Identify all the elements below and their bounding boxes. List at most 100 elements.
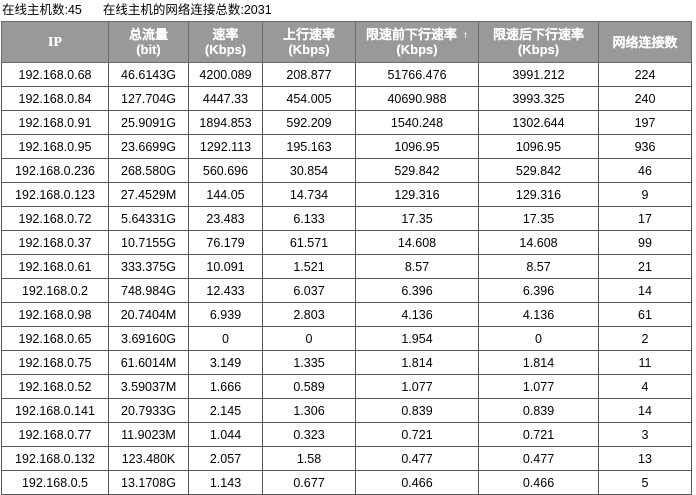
cell-conn: 11 [598,350,692,375]
cell-after: 1.077 [478,374,599,399]
host-traffic-table: IP 总流量 (bit) 速率 (Kbps) 上行速率 (Kbps) 限速前下行… [1,21,692,495]
table-header-row: IP 总流量 (bit) 速率 (Kbps) 上行速率 (Kbps) 限速前下行… [1,21,692,63]
cell-up: 6.037 [262,278,356,303]
table-row[interactable]: 192.168.0.84 127.704G 4447.33 454.005 40690.… [1,86,692,111]
cell-ip: 192.168.0.75 [1,350,109,375]
table-row[interactable]: 192.168.0.236 268.580G 560.696 30.854 529.84… [1,158,692,183]
column-header-download-rate-after-limit-line1: 限速后下行速率 [492,27,584,42]
column-header-download-rate-after-limit-unit: (Kbps) [517,42,560,57]
column-header-total-traffic[interactable]: 总流量 (bit) [108,21,189,63]
cell-rate: 2.145 [188,398,263,423]
cell-after: 17.35 [478,206,599,231]
cell-after: 0 [478,326,599,351]
cell-after: 1096.95 [478,134,599,159]
table-row[interactable]: 192.168.0.123 27.4529M 144.05 14.734 129.316… [1,182,692,207]
cell-rate: 76.179 [188,230,263,255]
cell-before: 0.466 [355,470,479,495]
column-header-ip[interactable]: IP [1,21,109,63]
table-row[interactable]: 192.168.0.61 333.375G 10.091 1.521 8.57 8.57 2… [1,254,692,279]
table-row[interactable]: 192.168.0.72 5.64331G 23.483 6.133 17.35 17.3… [1,206,692,231]
cell-before: 0.477 [355,446,479,471]
cell-rate: 3.149 [188,350,263,375]
cell-ip: 192.168.0.95 [1,134,109,159]
cell-after: 129.316 [478,182,599,207]
cell-up: 208.877 [262,62,356,87]
cell-conn: 14 [598,398,692,423]
cell-ip: 192.168.0.61 [1,254,109,279]
cell-up: 0.589 [262,374,356,399]
table-row[interactable]: 192.168.0.141 20.7933G 2.145 1.306 0.839 0.83… [1,398,692,423]
cell-up: 61.571 [262,230,356,255]
cell-total: 748.984G [108,278,189,303]
cell-rate: 1292.113 [188,134,263,159]
cell-conn: 61 [598,302,692,327]
table-row[interactable]: 192.168.0.5 13.1708G 1.143 0.677 0.466 0.466 5 [1,470,692,495]
table-row[interactable]: 192.168.0.37 10.7155G 76.179 61.571 14.608 14… [1,230,692,255]
cell-rate: 1.666 [188,374,263,399]
cell-up: 14.734 [262,182,356,207]
cell-ip: 192.168.0.2 [1,278,109,303]
cell-before: 14.608 [355,230,479,255]
cell-up: 2.803 [262,302,356,327]
cell-up: 1.306 [262,398,356,423]
cell-after: 4.136 [478,302,599,327]
status-summary-bar: 在线主机数:45 在线主机的网络连接总数:2031 [0,0,696,21]
cell-total: 20.7404M [108,302,189,327]
cell-before: 17.35 [355,206,479,231]
sort-ascending-icon: ↑ [463,29,468,41]
cell-total: 11.9023M [108,422,189,447]
cell-before: 1.814 [355,350,479,375]
cell-rate: 6.939 [188,302,263,327]
cell-ip: 192.168.0.72 [1,206,109,231]
cell-up: 1.521 [262,254,356,279]
column-header-total-traffic-line1: 总流量 [128,27,168,42]
cell-total: 3.69160G [108,326,189,351]
column-header-connection-count[interactable]: 网络连接数 [598,21,692,63]
cell-before: 129.316 [355,182,479,207]
cell-up: 6.133 [262,206,356,231]
table-row[interactable]: 192.168.0.77 11.9023M 1.044 0.323 0.721 0.721… [1,422,692,447]
cell-conn: 197 [598,110,692,135]
table-row[interactable]: 192.168.0.68 46.6143G 4200.089 208.877 51766… [1,62,692,87]
cell-ip: 192.168.0.98 [1,302,109,327]
table-row[interactable]: 192.168.0.2 748.984G 12.433 6.037 6.396 6.396… [1,278,692,303]
cell-after: 0.477 [478,446,599,471]
column-header-rate[interactable]: 速率 (Kbps) [188,21,263,63]
column-header-download-rate-before-limit[interactable]: 限速前下行速率 ↑ (Kbps) [355,21,479,63]
column-header-upload-rate-line1: 上行速率 [282,27,335,42]
cell-after: 1302.644 [478,110,599,135]
cell-conn: 21 [598,254,692,279]
cell-ip: 192.168.0.52 [1,374,109,399]
table-body: 192.168.0.68 46.6143G 4200.089 208.877 51766… [1,62,692,495]
cell-conn: 224 [598,62,692,87]
cell-ip: 192.168.0.65 [1,326,109,351]
total-connections-label: 在线主机的网络连接总数:2031 [102,3,272,17]
cell-after: 3991.212 [478,62,599,87]
cell-total: 13.1708G [108,470,189,495]
table-row[interactable]: 192.168.0.75 61.6014M 3.149 1.335 1.814 1.814… [1,350,692,375]
table-row[interactable]: 192.168.0.91 25.9091G 1894.853 592.209 1540.… [1,110,692,135]
cell-up: 454.005 [262,86,356,111]
cell-rate: 560.696 [188,158,263,183]
table-row[interactable]: 192.168.0.132 123.480K 2.057 1.58 0.477 0.477… [1,446,692,471]
table-row[interactable]: 192.168.0.65 3.69160G 0 0 1.954 0 2 [1,326,692,351]
cell-total: 268.580G [108,158,189,183]
cell-ip: 192.168.0.141 [1,398,109,423]
cell-total: 123.480K [108,446,189,471]
column-header-upload-rate[interactable]: 上行速率 (Kbps) [262,21,356,63]
cell-before: 40690.988 [355,86,479,111]
column-header-download-rate-before-limit-unit: (Kbps) [396,42,438,57]
cell-up: 0 [262,326,356,351]
cell-total: 27.4529M [108,182,189,207]
table-row[interactable]: 192.168.0.95 23.6699G 1292.113 195.163 1096.… [1,134,692,159]
online-hosts-count-label: 在线主机数:45 [2,3,82,17]
column-header-download-rate-after-limit[interactable]: 限速后下行速率 (Kbps) [478,21,599,63]
cell-conn: 2 [598,326,692,351]
cell-before: 529.842 [355,158,479,183]
table-row[interactable]: 192.168.0.98 20.7404M 6.939 2.803 4.136 4.136… [1,302,692,327]
cell-ip: 192.168.0.68 [1,62,109,87]
cell-before: 1.954 [355,326,479,351]
cell-conn: 3 [598,422,692,447]
cell-rate: 144.05 [188,182,263,207]
table-row[interactable]: 192.168.0.52 3.59037M 1.666 0.589 1.077 1.077… [1,374,692,399]
